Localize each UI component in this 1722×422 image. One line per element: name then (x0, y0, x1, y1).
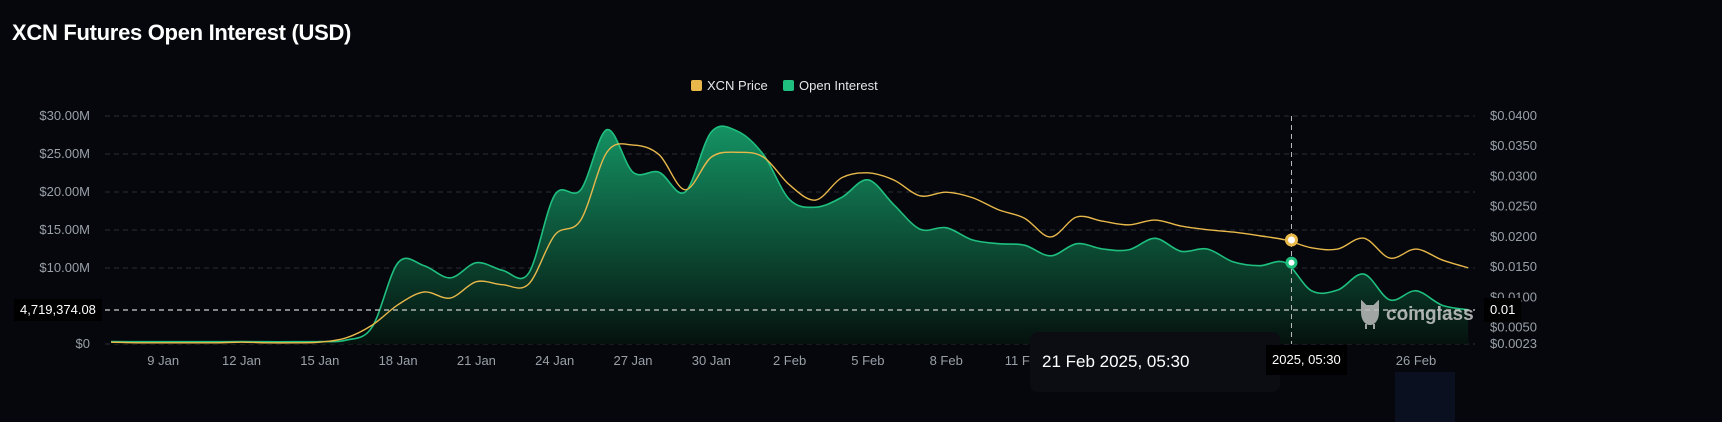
y-left-tick-label: $25.00M (39, 146, 90, 161)
y-right-tick-label: $0.0250 (1490, 199, 1537, 214)
crosshair-x-label: 2025, 05:30 (1266, 345, 1347, 375)
x-tick-label: 30 Jan (692, 353, 731, 368)
open-interest-line (110, 125, 1469, 343)
x-tick-label: 18 Jan (379, 353, 418, 368)
x-tick-label: 21 Jan (457, 353, 496, 368)
legend: XCN Price Open Interest (691, 78, 878, 93)
y-right-tick-label: $0.0300 (1490, 168, 1537, 183)
y-right-tick-label: $0.0350 (1490, 138, 1537, 153)
x-tick-label: 15 Jan (300, 353, 339, 368)
y-left-tick-label: $15.00M (39, 222, 90, 237)
watermark-text: coinglass (1386, 304, 1474, 325)
coinglass-logo-icon (1361, 300, 1379, 329)
y-left-tick-label: $30.00M (39, 108, 90, 123)
legend-label-open-interest: Open Interest (799, 78, 878, 93)
y-left-tick-label: $20.00M (39, 184, 90, 199)
x-tick-label: 2 Feb (773, 353, 806, 368)
page-title: XCN Futures Open Interest (USD) (12, 20, 352, 45)
y-right-tick-label: $0.0023 (1490, 336, 1537, 351)
legend-item-price[interactable]: XCN Price (691, 78, 768, 93)
x-tick-label: 27 Jan (613, 353, 652, 368)
crosshair-y-right-label: 0.01 (1484, 298, 1522, 322)
x-tick-label: 5 Feb (851, 353, 884, 368)
x-tick-label: 8 Feb (930, 353, 963, 368)
x-axis: 9 Jan 12 Jan 15 Jan 18 Jan 21 Jan 24 Jan 27 Ja… (147, 353, 1436, 368)
y-axis-right: $0.0023$0.0050$0.0100$0.0150$0.0200$0.02… (1490, 108, 1537, 351)
oi-hover-dot (1285, 256, 1298, 269)
price-hover-dot (1284, 233, 1298, 247)
y-left-tick-label: $10.00M (39, 260, 90, 275)
open-interest-area (111, 126, 1469, 344)
x-tick-label: 24 Jan (535, 353, 574, 368)
legend-item-open-interest[interactable]: Open Interest (783, 78, 878, 93)
y-right-tick-label: $0.0050 (1490, 320, 1537, 335)
tooltip: 21 Feb 2025, 05:30 (1030, 332, 1280, 392)
legend-label-price: XCN Price (707, 78, 768, 93)
y-right-tick-label: $0.0400 (1490, 108, 1537, 123)
x-tick-label: 12 Jan (222, 353, 261, 368)
x-tick-label: 9 Jan (147, 353, 179, 368)
tooltip-date: 21 Feb 2025, 05:30 (1042, 352, 1190, 371)
y-left-tick-label: $0 (76, 336, 90, 351)
crosshair-y-left-label: 4,719,374.08 (14, 299, 102, 321)
coinglass-watermark: coinglass (1358, 300, 1474, 330)
price-line (110, 143, 1469, 344)
y-right-tick-label: $0.0150 (1490, 259, 1537, 274)
corner-panel (1395, 372, 1455, 422)
x-tick-label: 26 Feb (1396, 353, 1436, 368)
y-right-tick-label: $0.0200 (1490, 229, 1537, 244)
y-axis-left: $0 $10.00M $15.00M $20.00M $25.00M $30.00M (39, 108, 90, 351)
